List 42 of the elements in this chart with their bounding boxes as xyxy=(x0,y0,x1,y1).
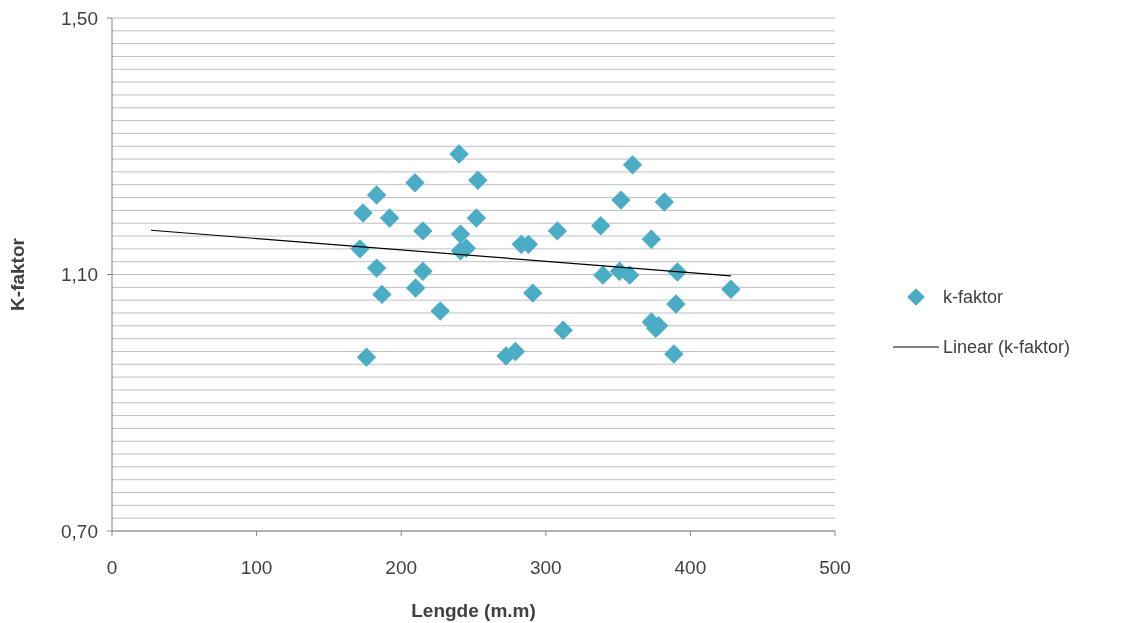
point xyxy=(622,155,643,175)
point xyxy=(591,216,611,236)
point xyxy=(366,258,387,278)
y-tick-label: 1,10 xyxy=(61,264,98,286)
point xyxy=(619,265,640,285)
point xyxy=(523,283,543,303)
point xyxy=(664,344,684,364)
point xyxy=(553,320,573,340)
point xyxy=(468,170,488,190)
point xyxy=(641,229,662,249)
x-tick-label: 300 xyxy=(529,557,562,578)
x-axis-title: Lengde (m.m) xyxy=(411,600,536,621)
point xyxy=(413,221,433,241)
x-tick-label: 0 xyxy=(106,557,118,578)
point xyxy=(666,294,686,314)
point xyxy=(547,221,568,241)
point xyxy=(466,208,487,228)
point xyxy=(449,144,469,164)
x-tick-label: 200 xyxy=(385,557,418,578)
point xyxy=(721,279,741,299)
point xyxy=(356,347,377,367)
point xyxy=(413,261,433,281)
legend-label: k-faktor xyxy=(943,287,1004,308)
point xyxy=(654,192,675,212)
x-tick-label: 100 xyxy=(240,557,273,578)
point xyxy=(372,284,392,305)
point xyxy=(379,208,400,228)
point xyxy=(405,278,426,298)
y-tick-label: 0,70 xyxy=(61,520,98,542)
point xyxy=(353,203,373,223)
point xyxy=(430,301,450,321)
point xyxy=(450,224,471,244)
point xyxy=(366,185,387,205)
x-tick-label: 500 xyxy=(819,557,851,578)
point xyxy=(611,190,631,210)
legend-label: Linear (k-faktor) xyxy=(943,337,1071,358)
x-tick-label: 400 xyxy=(674,557,707,578)
point xyxy=(593,265,613,285)
y-axis-title: K-faktor xyxy=(7,237,28,311)
y-tick-label: 1,50 xyxy=(61,7,98,29)
point xyxy=(405,173,425,193)
point xyxy=(505,341,526,362)
